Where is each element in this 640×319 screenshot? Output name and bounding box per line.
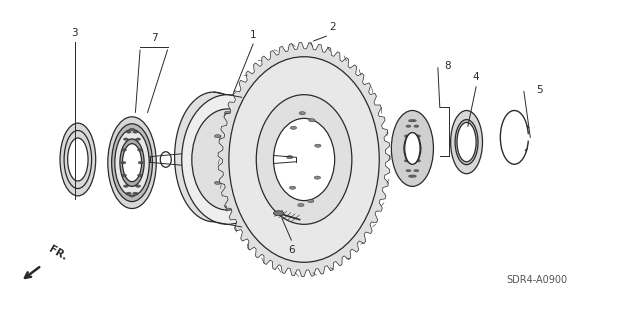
Ellipse shape [406, 169, 411, 172]
Ellipse shape [308, 119, 315, 122]
Ellipse shape [234, 135, 241, 138]
Ellipse shape [234, 181, 241, 184]
Ellipse shape [122, 174, 127, 177]
Text: 6: 6 [288, 245, 294, 255]
Ellipse shape [412, 175, 417, 177]
Ellipse shape [122, 144, 141, 182]
Ellipse shape [314, 176, 321, 179]
Ellipse shape [124, 185, 129, 187]
Ellipse shape [408, 119, 413, 122]
Ellipse shape [299, 112, 305, 115]
Ellipse shape [160, 152, 172, 167]
Text: FR.: FR. [47, 244, 68, 262]
Ellipse shape [415, 160, 420, 162]
Ellipse shape [298, 204, 304, 207]
Text: 1: 1 [250, 30, 257, 40]
Ellipse shape [126, 131, 131, 133]
Ellipse shape [214, 135, 221, 138]
Ellipse shape [291, 126, 297, 130]
Ellipse shape [115, 130, 149, 196]
Ellipse shape [68, 138, 88, 181]
Ellipse shape [138, 161, 143, 164]
Polygon shape [218, 42, 390, 277]
Ellipse shape [404, 147, 408, 150]
Ellipse shape [214, 181, 221, 184]
Ellipse shape [121, 161, 126, 164]
Ellipse shape [124, 138, 129, 140]
Ellipse shape [132, 192, 138, 195]
Ellipse shape [129, 128, 134, 131]
Ellipse shape [404, 135, 409, 137]
Ellipse shape [108, 117, 156, 209]
Text: 2: 2 [330, 22, 336, 32]
Ellipse shape [408, 175, 413, 177]
Ellipse shape [404, 133, 421, 164]
Ellipse shape [455, 120, 478, 165]
Ellipse shape [289, 186, 296, 189]
Ellipse shape [132, 131, 138, 133]
Ellipse shape [138, 149, 143, 151]
Ellipse shape [129, 195, 134, 197]
Ellipse shape [406, 125, 411, 128]
Ellipse shape [414, 125, 419, 128]
Ellipse shape [136, 138, 141, 140]
Ellipse shape [451, 110, 483, 174]
Ellipse shape [307, 199, 314, 203]
Text: 4: 4 [473, 72, 479, 82]
Ellipse shape [416, 147, 421, 150]
Ellipse shape [60, 123, 96, 196]
Ellipse shape [392, 110, 433, 186]
Ellipse shape [120, 139, 144, 186]
Ellipse shape [228, 153, 241, 160]
Text: 8: 8 [444, 61, 451, 71]
Ellipse shape [457, 122, 476, 162]
Ellipse shape [175, 92, 253, 222]
Ellipse shape [126, 192, 131, 195]
Ellipse shape [273, 118, 335, 201]
Ellipse shape [404, 160, 409, 162]
Ellipse shape [182, 95, 273, 224]
Ellipse shape [122, 149, 127, 151]
Ellipse shape [111, 124, 152, 202]
Ellipse shape [225, 111, 231, 115]
Ellipse shape [225, 204, 231, 208]
Ellipse shape [229, 57, 380, 262]
Text: 5: 5 [536, 85, 543, 95]
Ellipse shape [136, 185, 141, 187]
Ellipse shape [138, 174, 143, 177]
Text: 7: 7 [151, 33, 157, 43]
Ellipse shape [273, 211, 284, 216]
Ellipse shape [315, 144, 321, 147]
Ellipse shape [287, 156, 293, 159]
Ellipse shape [404, 133, 420, 164]
Ellipse shape [415, 135, 420, 137]
Text: SDR4-A0900: SDR4-A0900 [506, 275, 567, 285]
Ellipse shape [414, 169, 419, 172]
Ellipse shape [256, 95, 352, 224]
Ellipse shape [192, 109, 264, 210]
Ellipse shape [412, 119, 417, 122]
Text: 3: 3 [71, 28, 78, 38]
